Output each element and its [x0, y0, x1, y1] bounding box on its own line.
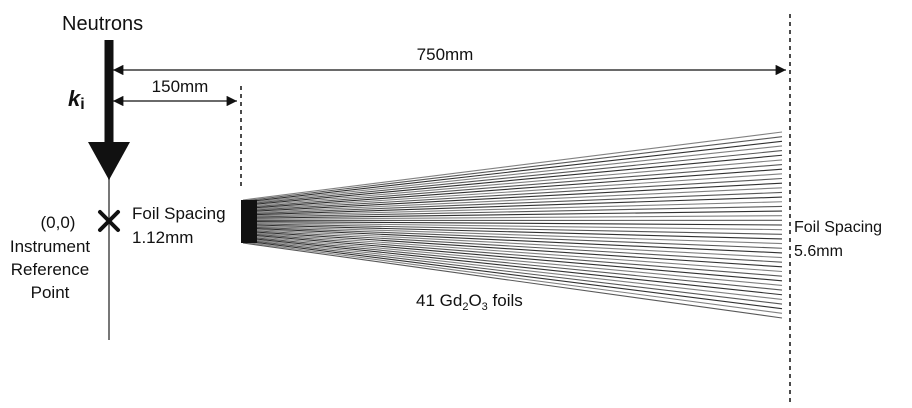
foil-line	[242, 236, 783, 291]
foils-sub2: 3	[482, 301, 488, 313]
foil-entrance-block	[241, 200, 257, 243]
foil-line	[242, 231, 783, 273]
foil-line	[242, 224, 783, 240]
foil-line	[242, 226, 783, 249]
foil-line	[242, 164, 783, 209]
foil-spacing-right-line2: 5.6mm	[794, 243, 843, 260]
reference-label-line1: Instrument	[10, 237, 91, 256]
origin-label: (0,0)	[41, 213, 76, 232]
reference-label-line3: Point	[31, 283, 70, 302]
foil-line	[242, 210, 783, 219]
foil-line	[242, 228, 783, 259]
foil-line	[242, 234, 783, 286]
foil-line	[242, 227, 783, 254]
foil-line	[242, 150, 783, 205]
foil-line	[242, 237, 783, 296]
foil-line	[242, 187, 783, 214]
foils-count-label: 41 Gd2O3 foils	[416, 291, 523, 313]
distance-750-label: 750mm	[417, 45, 474, 64]
k-vector-subscript: i	[80, 96, 84, 113]
foils-mid: O	[468, 291, 481, 310]
foils-suffix: foils	[488, 291, 523, 310]
foil-line	[242, 191, 783, 215]
foil-line	[242, 238, 783, 300]
foils-sub1: 2	[462, 301, 468, 313]
foil-line	[242, 205, 783, 218]
foil-line	[242, 239, 783, 305]
foil-line	[242, 136, 783, 202]
foil-line	[242, 182, 783, 213]
k-vector-label: ki	[68, 86, 85, 113]
k-vector-symbol: k	[68, 86, 82, 111]
neutron-beam-arrow-head	[88, 142, 130, 180]
foil-line	[242, 232, 783, 277]
distance-150-label: 150mm	[152, 77, 209, 96]
foil-line	[242, 154, 783, 206]
foil-spacing-left-line2: 1.12mm	[132, 228, 193, 247]
origin-cross-icon	[98, 210, 120, 232]
foil-line	[242, 140, 783, 203]
foil-line	[242, 196, 783, 216]
foil-line	[242, 173, 783, 211]
foil-line	[242, 145, 783, 204]
foil-line	[242, 242, 783, 319]
neutrons-label: Neutrons	[62, 13, 143, 35]
foil-line	[242, 159, 783, 207]
foil-line	[242, 223, 783, 235]
foil-spacing-right-line1: Foil Spacing	[794, 219, 882, 236]
foil-line	[242, 233, 783, 282]
foil-line	[242, 177, 783, 212]
foil-line	[242, 229, 783, 263]
foils-prefix: 41 Gd	[416, 291, 462, 310]
foil-line	[242, 240, 783, 310]
foil-line	[242, 220, 783, 226]
foil-spacing-left-line1: Foil Spacing	[132, 204, 226, 223]
foil-line	[242, 230, 783, 268]
reference-label-line2: Reference	[11, 260, 89, 279]
foil-line	[242, 168, 783, 210]
foil-line	[242, 225, 783, 245]
foil-line	[242, 222, 783, 231]
foil-line	[242, 131, 783, 201]
foil-line	[242, 241, 783, 314]
foil-line	[242, 201, 783, 217]
foil-fan	[241, 131, 783, 319]
foil-line	[242, 215, 783, 220]
